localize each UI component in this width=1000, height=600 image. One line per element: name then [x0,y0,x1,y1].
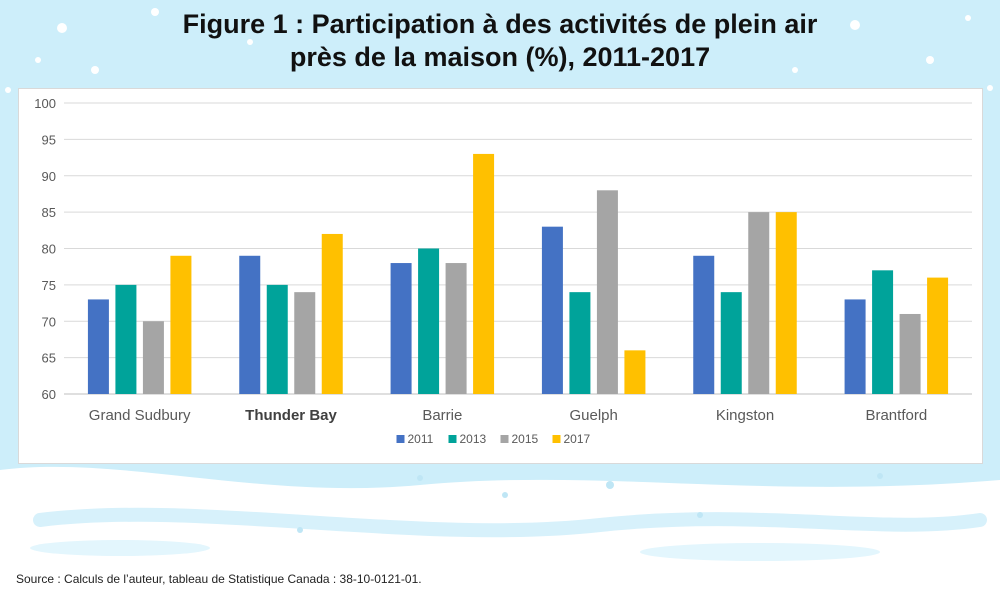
bar-2013-brantford [872,270,894,394]
legend-swatch-2017 [552,435,561,443]
legend-swatch-2013 [448,435,457,443]
bar-2013-thunder-bay [266,284,288,394]
chart-title: Figure 1 : Participation à des activités… [0,8,1000,74]
bar-2013-grand-sudbury [115,284,137,394]
bar-2013-guelph [569,292,591,394]
bar-chart: 60 65 70 75 80 85 90 95 100 Grand Sudbury Thunder … [34,96,972,446]
chart-panel: 60 65 70 75 80 85 90 95 100 Grand Sudbury Thunder … [18,88,983,464]
bar-2011-guelph [541,226,563,394]
legend-label: 2013 [460,432,487,446]
bar-2011-brantford [844,299,866,394]
legend-swatch-2015 [500,435,509,443]
bar-2011-thunder-bay [239,255,261,394]
bar-2017-grand-sudbury [170,255,192,394]
source-note: Source : Calculs de l’auteur, tableau de… [16,572,422,586]
bar-2017-kingston [775,212,797,394]
bar-2015-guelph [596,190,618,394]
legend-label: 2015 [512,432,539,446]
bar-2011-barrie [390,263,412,394]
y-tick-label: 75 [42,278,56,293]
x-category-label: Grand Sudbury [89,407,191,424]
bar-2011-kingston [693,255,715,394]
bar-2015-brantford [899,313,921,394]
y-tick-label: 70 [42,314,56,329]
y-tick-label: 100 [34,96,56,111]
bar-2017-barrie [473,153,495,394]
y-tick-label: 60 [42,387,56,402]
x-category-label: Barrie [422,407,462,424]
bar-2013-kingston [720,292,742,394]
bar-2015-thunder-bay [294,292,316,394]
x-category-label: Kingston [716,407,774,424]
bar-2015-barrie [445,263,467,394]
y-tick-label: 80 [42,242,56,257]
legend-label: 2017 [564,432,591,446]
bar-2011-grand-sudbury [87,299,109,394]
legend-swatch-2011 [396,435,405,443]
y-tick-label: 90 [42,169,56,184]
bar-2013-barrie [418,248,440,394]
bar-2017-brantford [927,277,949,394]
chart-title-line1: Figure 1 : Participation à des activités… [182,9,818,39]
bar-2015-kingston [748,212,770,394]
y-tick-label: 65 [42,351,56,366]
x-category-label: Brantford [865,407,927,424]
legend-label: 2011 [408,432,434,446]
y-tick-label: 85 [42,205,56,220]
bar-2015-grand-sudbury [142,321,164,394]
chart-title-line2: près de la maison (%), 2011-2017 [289,42,711,72]
y-tick-label: 95 [42,132,56,147]
bar-2017-thunder-bay [321,233,343,394]
bar-2017-guelph [624,350,646,394]
x-category-label: Guelph [569,407,617,424]
x-category-label: Thunder Bay [245,407,337,424]
